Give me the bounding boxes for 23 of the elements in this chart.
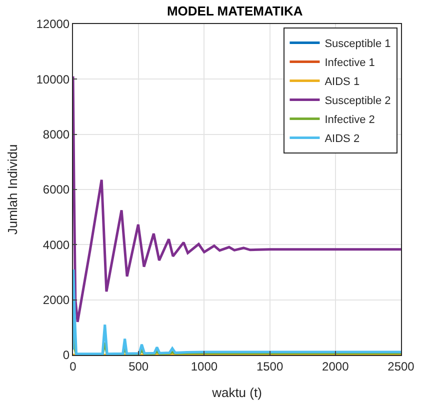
legend-label: Infective 1 bbox=[324, 57, 375, 70]
y-tick-label: 0 bbox=[62, 348, 70, 362]
chart-title: MODEL MATEMATIKA bbox=[166, 3, 304, 18]
y-tick-label: 10000 bbox=[36, 72, 70, 86]
y-tick-label: 8000 bbox=[42, 128, 70, 142]
legend-label: Infective 2 bbox=[324, 114, 375, 126]
x-tick-label: 2000 bbox=[322, 359, 350, 374]
x-tick-label: 1000 bbox=[190, 359, 218, 374]
y-tick-label: 4000 bbox=[42, 238, 70, 252]
line-series bbox=[73, 75, 401, 324]
y-axis-title: Jumlah Individu bbox=[5, 144, 20, 235]
line-series bbox=[73, 268, 401, 355]
legend-label: AIDS 2 bbox=[324, 133, 360, 146]
x-tick-label: 2500 bbox=[388, 359, 415, 374]
legend-label: AIDS 1 bbox=[324, 76, 360, 88]
x-tick-label: 500 bbox=[128, 359, 149, 374]
y-tick-label: 6000 bbox=[42, 182, 70, 197]
legend-label: Susceptible 1 bbox=[324, 38, 391, 50]
x-axis-title: waktu (t) bbox=[211, 385, 262, 400]
legend-label: Susceptible 2 bbox=[324, 95, 391, 108]
y-tick-label: 2000 bbox=[42, 293, 70, 308]
y-tick-label: 12000 bbox=[36, 17, 70, 32]
x-tick-label: 1500 bbox=[256, 359, 284, 374]
